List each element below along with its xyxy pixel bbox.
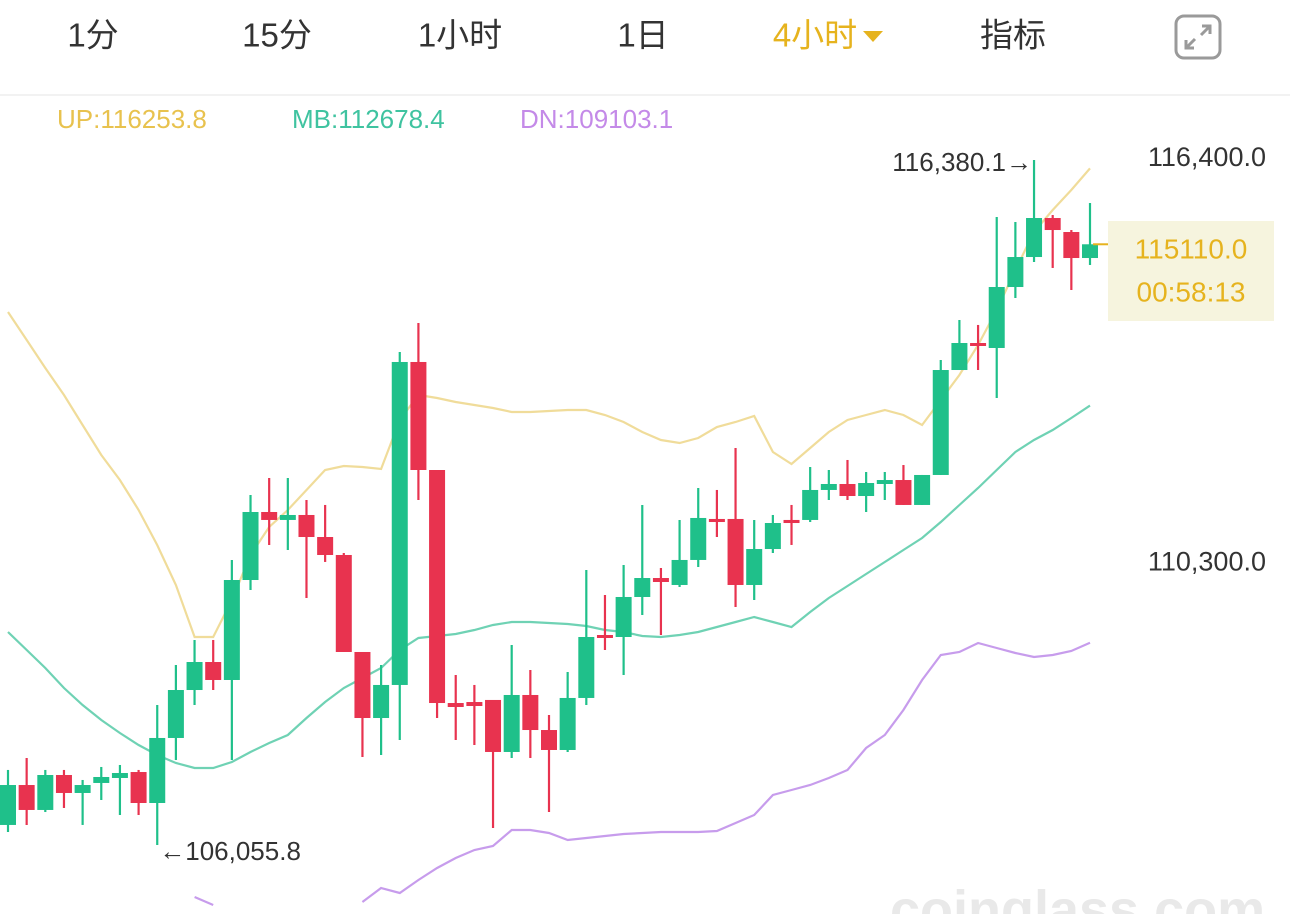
candle-body: [167, 690, 184, 738]
candle-body: [1082, 244, 1098, 259]
candle-body: [1007, 257, 1024, 288]
plot-area: [0, 160, 1098, 907]
candle-body: [503, 694, 520, 752]
candle-body: [820, 483, 837, 490]
candle-body: [18, 785, 35, 810]
candle-body: [727, 518, 744, 585]
candle-body: [578, 636, 595, 698]
candle-body: [522, 694, 539, 731]
band-line: [7, 404, 1091, 770]
candle-body: [429, 469, 446, 704]
candle-body: [746, 549, 763, 585]
min-label: ←106,055.8: [159, 836, 301, 866]
legend-entry: DN:109103.1: [520, 104, 673, 134]
candle-body: [149, 737, 166, 803]
band-line: [7, 167, 1091, 639]
candle-body: [988, 287, 1005, 348]
candle-body: [559, 697, 576, 750]
y-tick-label: 110,300.0: [1148, 547, 1266, 577]
price-box: [1108, 221, 1274, 321]
candle-body: [951, 343, 968, 371]
watermark: coinglass.com: [890, 880, 1265, 914]
candle-body: [466, 702, 483, 706]
candle-body: [373, 684, 390, 719]
icon-frame: [1174, 14, 1222, 60]
candle-body: [970, 343, 987, 346]
candle-body: [914, 474, 931, 505]
candle-body: [37, 775, 54, 810]
candle-body: [671, 559, 688, 585]
candle-body: [932, 370, 949, 475]
tab-dropdown-arrow: [863, 31, 883, 42]
candle-body: [596, 635, 613, 638]
last-price: 115110.0: [1135, 233, 1248, 264]
candle-body: [876, 480, 893, 484]
candle-body: [391, 361, 408, 685]
candle-body: [615, 596, 632, 637]
candle-body: [485, 699, 502, 752]
candle-body: [764, 523, 781, 550]
candle-body: [93, 776, 110, 783]
countdown: 00:58:13: [1137, 276, 1246, 307]
candle-body: [410, 361, 427, 470]
tab[interactable]: 4小时: [773, 17, 857, 54]
candle-body: [1063, 232, 1080, 259]
tab[interactable]: 15分: [242, 17, 312, 54]
candle-body: [111, 773, 128, 778]
candle-body: [839, 483, 856, 497]
candle-body: [1026, 218, 1043, 258]
candle-body: [802, 489, 819, 520]
max-label: 116,380.1→: [892, 147, 1032, 177]
legend-entry: MB:112678.4: [292, 104, 445, 134]
candle-body: [130, 772, 147, 803]
candle-body: [317, 537, 334, 555]
fullscreen-icon[interactable]: [1174, 14, 1222, 60]
tab[interactable]: 1小时: [418, 17, 502, 54]
y-tick-label: 116,400.0: [1148, 142, 1266, 172]
candle-body: [354, 651, 371, 719]
candle-body: [242, 511, 259, 581]
candle-body: [895, 480, 912, 505]
candle-body: [708, 518, 725, 523]
legend-entry: UP:116253.8: [57, 104, 207, 134]
candle-body: [298, 514, 315, 538]
candle-body: [261, 511, 278, 520]
candle-body: [447, 703, 464, 707]
candle-body: [205, 662, 222, 680]
candle-body: [279, 514, 296, 520]
candle-body: [186, 662, 203, 691]
tab[interactable]: 1日: [617, 17, 668, 54]
tab[interactable]: 指标: [980, 17, 1046, 54]
candle-body: [0, 785, 16, 825]
candle-body: [1044, 218, 1061, 231]
candle-body: [690, 517, 707, 560]
candle-body: [652, 578, 669, 582]
candle-body: [74, 785, 91, 793]
candle-body: [858, 483, 875, 497]
candle-body: [634, 578, 651, 597]
candle-body: [541, 730, 557, 750]
candle-body: [55, 775, 72, 793]
band-line: [194, 641, 1091, 907]
icon-arrows: [1184, 24, 1212, 50]
candle-body: [783, 519, 800, 524]
candle-body: [223, 580, 240, 680]
candle-body: [335, 554, 352, 652]
tab[interactable]: 1分: [67, 17, 118, 54]
